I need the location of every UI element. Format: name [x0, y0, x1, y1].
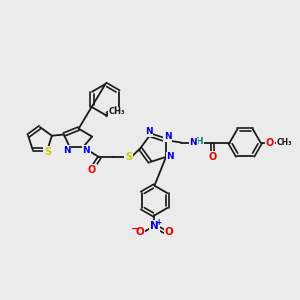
Text: O: O: [135, 227, 144, 237]
Text: CH₃: CH₃: [109, 107, 126, 116]
Text: S: S: [125, 152, 132, 162]
Text: −: −: [131, 224, 140, 234]
Text: N: N: [164, 132, 171, 141]
Text: N: N: [145, 127, 152, 136]
Text: O: O: [208, 152, 217, 162]
Text: N: N: [82, 146, 90, 154]
Text: +: +: [155, 218, 161, 227]
Text: N: N: [150, 221, 159, 231]
Text: N: N: [189, 138, 197, 147]
Text: H: H: [195, 137, 203, 146]
Text: N: N: [166, 152, 174, 161]
Text: N: N: [63, 146, 70, 154]
Text: CH₃: CH₃: [277, 138, 292, 147]
Text: S: S: [44, 147, 51, 157]
Text: O: O: [266, 138, 274, 148]
Text: O: O: [88, 165, 96, 175]
Text: O: O: [164, 227, 173, 237]
